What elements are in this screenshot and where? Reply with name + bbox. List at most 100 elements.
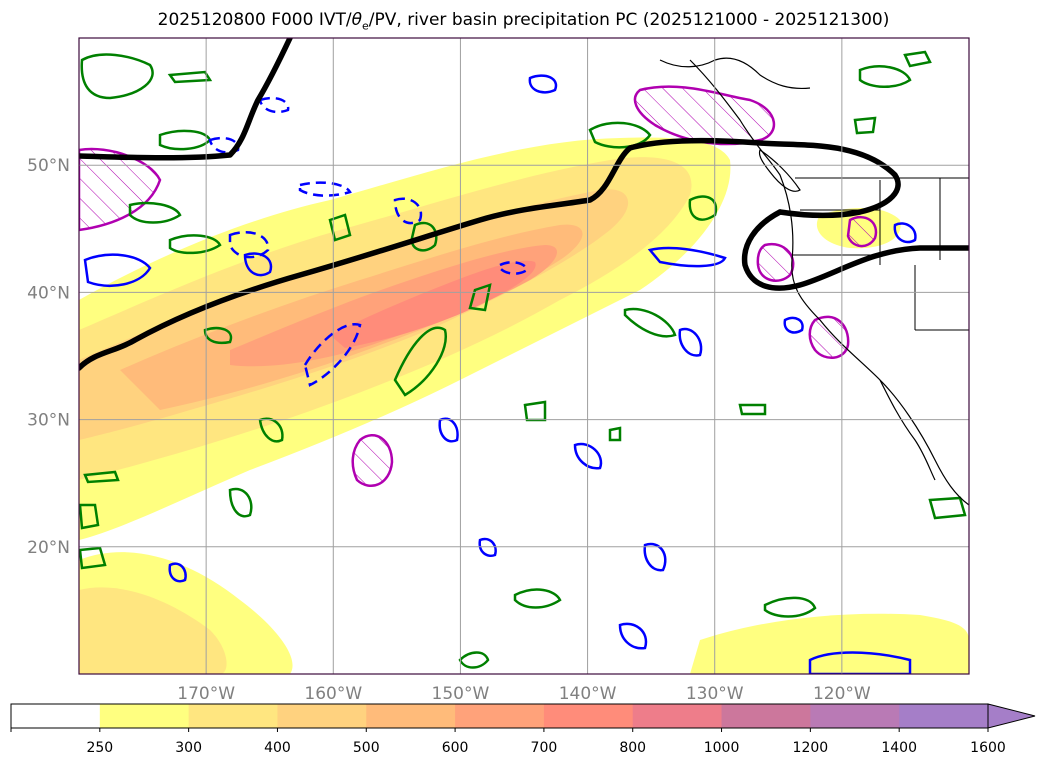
- coastline: [659, 57, 969, 506]
- theta-e-contour: [79, 546, 107, 570]
- colorbar-swatch: [632, 704, 723, 728]
- pv-contour: [168, 562, 187, 583]
- latitude-label: 30°N: [27, 411, 70, 431]
- colorbar-swatch: [366, 704, 456, 728]
- theta-e-contour: [623, 307, 677, 338]
- ivt-band-southeast: [690, 613, 969, 674]
- pv-contour: [83, 253, 152, 287]
- colorbar-swatch: [899, 704, 989, 728]
- latitude-label: 40°N: [27, 283, 70, 303]
- pv-contour-dashed: [208, 136, 240, 154]
- longitude-label: 120°W: [813, 684, 871, 704]
- longitude-labels: 170°W 160°W 150°W 140°W 130°W 120°W: [177, 684, 871, 704]
- ivt-axis-lines: [79, 38, 969, 371]
- longitude-label: 150°W: [432, 684, 490, 704]
- colorbar-swatch: [455, 704, 545, 728]
- ivt-band-700: [330, 260, 536, 348]
- chart-title: 2025120800 F000 IVT/θe/PV, river basin p…: [0, 10, 1047, 32]
- colorbar-label: 250: [86, 740, 113, 756]
- colorbar-labels: 250 300 400 500 600 700 800 1000 1200 1400 1600: [10, 728, 1006, 756]
- ivt-colorbar: [10, 703, 1036, 729]
- latitude-label: 20°N: [27, 538, 70, 558]
- precip-area-ca: [756, 242, 795, 282]
- precip-pc-hatching: [79, 85, 878, 487]
- ivt-axis-main: [79, 137, 901, 371]
- alaska-coast: [659, 57, 811, 90]
- colorbar-label: 600: [442, 740, 469, 756]
- theta-e-contour: [853, 116, 877, 135]
- longitude-label: 170°W: [177, 684, 235, 704]
- precip-area-interior: [846, 215, 878, 248]
- colorbar-label: 800: [619, 740, 646, 756]
- pv-contour: [783, 316, 804, 334]
- theta-e-contour: [228, 487, 253, 518]
- pv-contour: [643, 542, 667, 572]
- colorbar-label: 300: [175, 740, 202, 756]
- theta-e-contour: [903, 50, 932, 68]
- colorbar-label: 500: [353, 740, 380, 756]
- map-plot-area: [79, 38, 969, 674]
- pv-contour-dashed: [303, 322, 362, 387]
- north-america-coast: [689, 59, 969, 506]
- colorbar-label: 700: [531, 740, 558, 756]
- latitude-labels: 50°N 40°N 30°N 20°N: [27, 156, 70, 558]
- colorbar-frame: [10, 703, 989, 729]
- title-theta: θ: [351, 10, 362, 30]
- pv-contour: [528, 74, 558, 94]
- ivt-band-southwest-inner: [79, 587, 227, 674]
- theta-e-contour: [393, 326, 448, 397]
- longitude-label: 140°W: [559, 684, 617, 704]
- colorbar-swatch: [11, 704, 101, 728]
- graticule: [79, 38, 969, 674]
- pv-contour-dashed: [498, 261, 529, 275]
- theta-e-contour: [513, 588, 562, 609]
- colorbar-swatch: [188, 704, 278, 728]
- precip-area-nw: [79, 147, 162, 232]
- precip-area-ca-south: [808, 315, 850, 359]
- theta-e-contour: [763, 596, 817, 618]
- pv-contour-dashed: [228, 231, 270, 259]
- colorbar-swatch: [99, 704, 190, 728]
- pv-contour: [808, 651, 912, 674]
- colorbar-label: 1200: [793, 740, 829, 756]
- colorbar-swatch: [543, 704, 634, 728]
- theta-e-contour: [168, 234, 222, 255]
- ivt-shading: [79, 137, 969, 674]
- pv-contour: [678, 327, 703, 357]
- colorbar-swatch: [810, 704, 900, 728]
- theta-e-contour: [203, 326, 233, 345]
- pv-contour-dashed: [298, 181, 352, 197]
- vancouver-island: [758, 149, 801, 192]
- precip-area-coast-north: [633, 85, 776, 146]
- title-suffix: /PV, river basin precipitation PC (20251…: [368, 10, 890, 30]
- longitude-label: 160°W: [304, 684, 362, 704]
- title-prefix: 2025120800 F000 IVT/: [157, 10, 352, 30]
- colorbar-label: 1000: [704, 740, 740, 756]
- colorbar-label: 1600: [970, 740, 1006, 756]
- theta-e-contour: [858, 65, 912, 88]
- precip-area-mid: [351, 434, 394, 487]
- pv-contour-dashed: [258, 96, 290, 114]
- theta-e-contour: [128, 201, 182, 224]
- theta-e-contour: [468, 283, 492, 312]
- colorbar-swatch: [277, 704, 367, 728]
- theta-e-contour: [410, 221, 438, 252]
- pv-contour: [618, 622, 648, 650]
- pv-contour-dashed: [393, 197, 423, 225]
- title-theta-sub: e: [362, 19, 369, 33]
- longitude-label: 130°W: [686, 684, 744, 704]
- latitude-label: 50°N: [27, 156, 70, 176]
- theta-e-contour: [588, 121, 652, 149]
- ivt-axis-loop: [741, 209, 969, 291]
- colorbar-swatch: [721, 704, 811, 728]
- pv-contour: [893, 222, 917, 244]
- theta-e-contour: [83, 470, 120, 484]
- colorbar-label: 1400: [881, 740, 917, 756]
- map-frame: [78, 37, 970, 675]
- baja-california: [879, 379, 936, 481]
- ivt-axis-north: [79, 38, 293, 161]
- theta-e-contour: [458, 651, 490, 669]
- colorbar-extend-arrow: [987, 703, 1036, 729]
- pv-contour: [243, 252, 273, 277]
